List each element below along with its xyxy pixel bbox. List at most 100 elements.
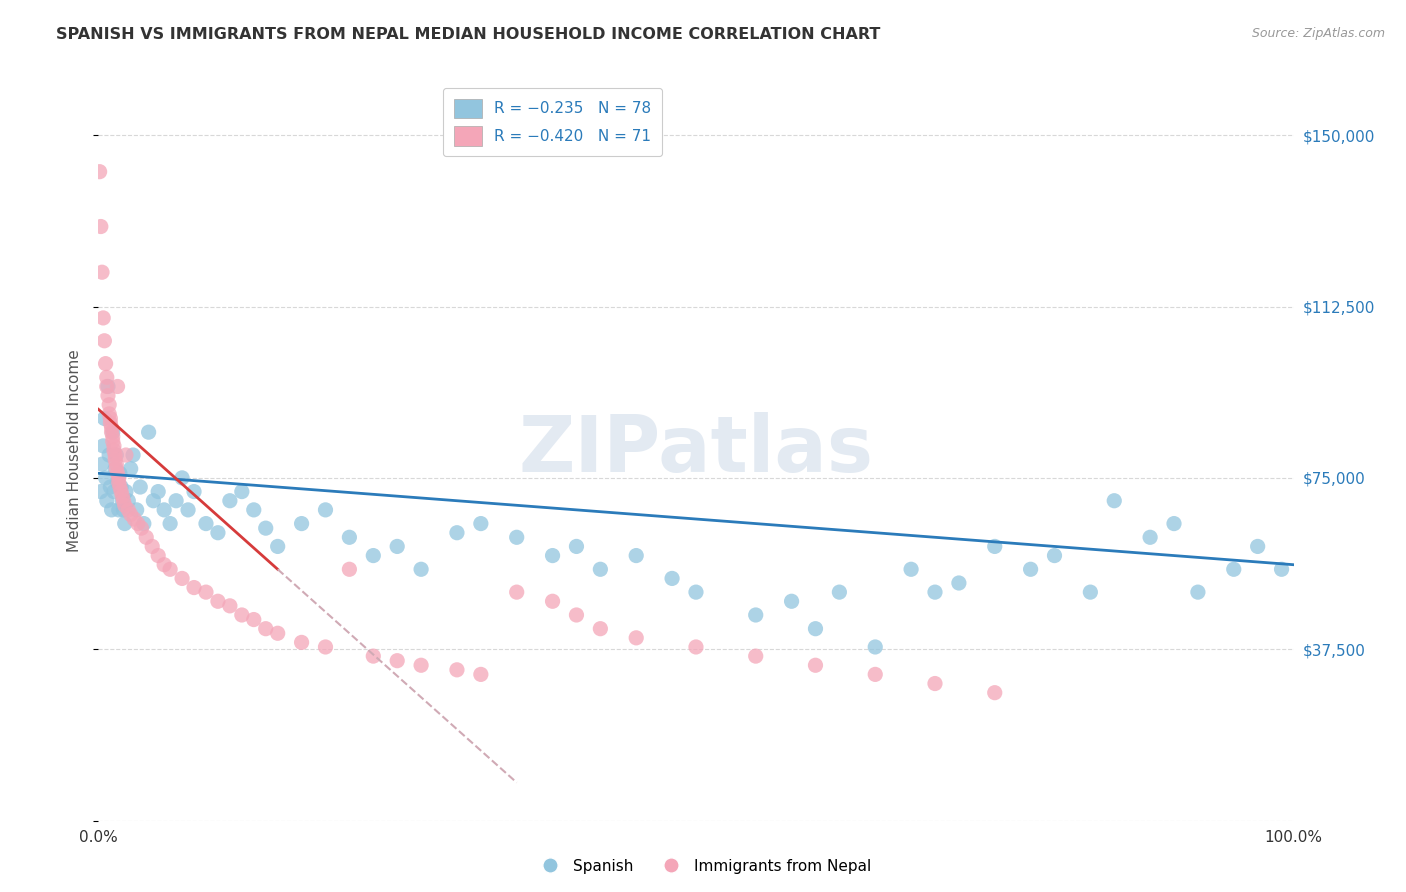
Point	[1187, 585, 1209, 599]
Point	[865, 667, 887, 681]
Point	[195, 516, 218, 531]
Point	[90, 219, 112, 234]
Point	[110, 484, 132, 499]
Point	[107, 475, 129, 490]
Point	[177, 503, 200, 517]
Point	[984, 686, 1007, 700]
Point	[103, 443, 125, 458]
Point	[315, 640, 337, 654]
Point	[91, 310, 114, 325]
Point	[231, 607, 253, 622]
Point	[101, 434, 124, 449]
Point	[105, 448, 128, 462]
Point	[107, 471, 129, 485]
Point	[411, 562, 433, 576]
Point	[98, 398, 121, 412]
Point	[122, 448, 145, 462]
Point	[93, 334, 115, 348]
Point	[96, 379, 118, 393]
Point	[363, 549, 385, 563]
Point	[94, 471, 117, 485]
Point	[254, 622, 277, 636]
Point	[745, 607, 768, 622]
Point	[165, 493, 187, 508]
Point	[385, 540, 409, 554]
Point	[291, 516, 314, 531]
Point	[112, 503, 135, 517]
Point	[661, 571, 683, 585]
Point	[129, 480, 152, 494]
Point	[685, 640, 707, 654]
Point	[98, 480, 122, 494]
Point	[108, 480, 131, 494]
Point	[104, 452, 127, 467]
Point	[565, 607, 588, 622]
Point	[131, 521, 153, 535]
Point	[339, 562, 361, 576]
Point	[828, 585, 851, 599]
Point	[112, 493, 135, 508]
Point	[132, 516, 155, 531]
Point	[90, 484, 112, 499]
Point	[446, 663, 468, 677]
Point	[104, 448, 127, 462]
Point	[626, 631, 648, 645]
Point	[291, 635, 314, 649]
Legend: R = −0.235   N = 78, R = −0.420   N = 71: R = −0.235 N = 78, R = −0.420 N = 71	[443, 88, 662, 156]
Point	[626, 549, 648, 563]
Point	[780, 594, 803, 608]
Point	[91, 457, 114, 471]
Point	[207, 525, 229, 540]
Point	[541, 594, 564, 608]
Point	[1223, 562, 1246, 576]
Point	[411, 658, 433, 673]
Point	[100, 420, 122, 434]
Point	[1139, 530, 1161, 544]
Point	[135, 530, 157, 544]
Point	[124, 512, 146, 526]
Point	[93, 411, 115, 425]
Text: SPANISH VS IMMIGRANTS FROM NEPAL MEDIAN HOUSEHOLD INCOME CORRELATION CHART: SPANISH VS IMMIGRANTS FROM NEPAL MEDIAN …	[56, 27, 880, 42]
Point	[195, 585, 218, 599]
Point	[506, 530, 529, 544]
Point	[98, 411, 122, 425]
Point	[103, 484, 125, 499]
Point	[111, 489, 134, 503]
Point	[97, 379, 120, 393]
Legend: Spanish, Immigrants from Nepal: Spanish, Immigrants from Nepal	[529, 853, 877, 880]
Point	[96, 493, 118, 508]
Point	[104, 461, 127, 475]
Point	[984, 540, 1007, 554]
Point	[231, 484, 253, 499]
Point	[120, 461, 142, 475]
Point	[120, 508, 142, 522]
Point	[900, 562, 922, 576]
Point	[924, 676, 946, 690]
Point	[97, 389, 120, 403]
Point	[243, 613, 266, 627]
Point	[1247, 540, 1270, 554]
Point	[446, 525, 468, 540]
Point	[105, 457, 128, 471]
Point	[94, 357, 117, 371]
Point	[98, 448, 121, 462]
Point	[804, 658, 827, 673]
Point	[115, 484, 138, 499]
Point	[142, 493, 165, 508]
Y-axis label: Median Household Income: Median Household Income	[67, 349, 83, 552]
Point	[183, 581, 205, 595]
Point	[101, 430, 124, 444]
Point	[107, 475, 129, 490]
Point	[114, 516, 136, 531]
Point	[541, 549, 564, 563]
Point	[172, 471, 194, 485]
Point	[108, 467, 131, 481]
Point	[172, 571, 194, 585]
Point	[153, 503, 176, 517]
Point	[219, 599, 242, 613]
Point	[117, 493, 139, 508]
Point	[111, 493, 134, 508]
Point	[565, 540, 588, 554]
Point	[107, 467, 129, 481]
Point	[589, 622, 612, 636]
